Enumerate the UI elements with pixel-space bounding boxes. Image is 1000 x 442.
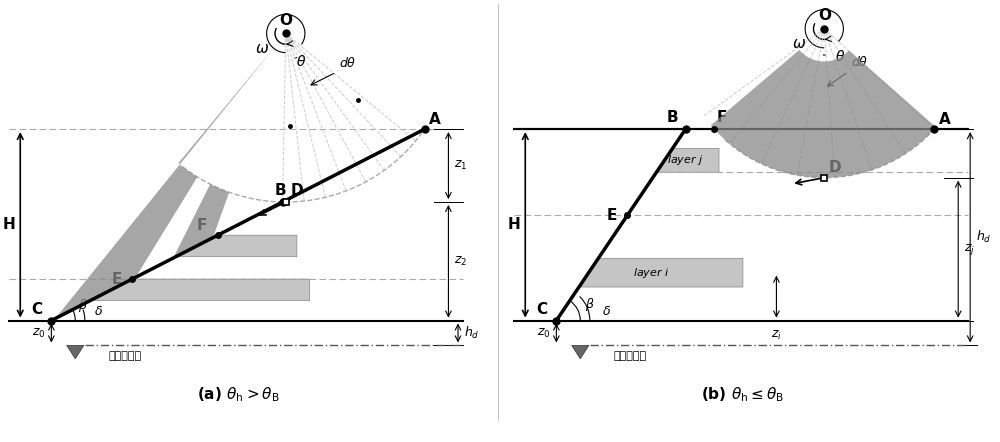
Polygon shape [572, 345, 589, 359]
Text: $h_d$: $h_d$ [464, 325, 479, 341]
Text: (a) $\theta_{\rm h}>\theta_{\rm B}$: (a) $\theta_{\rm h}>\theta_{\rm B}$ [197, 385, 279, 404]
Text: $\theta$: $\theta$ [296, 53, 307, 69]
Text: H: H [3, 217, 15, 232]
Polygon shape [579, 258, 743, 287]
Text: D: D [829, 160, 842, 175]
Text: $\delta$: $\delta$ [94, 305, 103, 318]
Text: D: D [291, 183, 303, 198]
Text: $\beta$: $\beta$ [78, 297, 87, 314]
Text: $\omega$: $\omega$ [255, 41, 269, 56]
Text: C: C [537, 302, 548, 317]
Polygon shape [67, 345, 84, 359]
Text: $z_0$: $z_0$ [32, 326, 46, 339]
Polygon shape [711, 50, 936, 178]
Text: 地下水位线: 地下水位线 [109, 351, 142, 361]
Polygon shape [176, 235, 297, 257]
Text: $\delta$: $\delta$ [602, 305, 611, 318]
Text: O: O [279, 13, 292, 28]
Text: $z_j$: $z_j$ [964, 242, 975, 257]
Text: A: A [429, 112, 441, 127]
Text: F: F [197, 218, 207, 233]
Text: $\theta$: $\theta$ [835, 49, 845, 64]
Text: E: E [111, 271, 122, 286]
Polygon shape [173, 184, 229, 258]
Text: A: A [939, 112, 951, 127]
Text: $z_i$: $z_i$ [771, 329, 782, 342]
Polygon shape [55, 46, 275, 319]
Polygon shape [656, 149, 719, 172]
Text: $d\theta$: $d\theta$ [339, 56, 356, 70]
Text: 地下水位线: 地下水位线 [614, 351, 647, 361]
Text: B: B [667, 110, 678, 126]
Text: $h_d$: $h_d$ [976, 229, 991, 245]
Text: $\omega$: $\omega$ [792, 36, 806, 51]
Text: B: B [274, 183, 286, 198]
Text: $z_1$: $z_1$ [454, 159, 467, 172]
Text: C: C [32, 302, 43, 317]
Text: $\beta$: $\beta$ [585, 296, 595, 313]
Text: $z_2$: $z_2$ [454, 255, 467, 268]
Text: layer $j$: layer $j$ [667, 153, 704, 167]
Text: $z_0$: $z_0$ [537, 326, 551, 339]
Text: F: F [717, 110, 727, 126]
Polygon shape [90, 279, 310, 301]
Text: layer $i$: layer $i$ [633, 266, 670, 280]
Text: $d\theta$: $d\theta$ [851, 55, 868, 69]
Text: (b) $\theta_{\rm h}\leq\theta_{\rm B}$: (b) $\theta_{\rm h}\leq\theta_{\rm B}$ [701, 385, 785, 404]
Text: O: O [818, 8, 831, 23]
Text: H: H [508, 217, 520, 232]
Text: E: E [606, 208, 617, 223]
